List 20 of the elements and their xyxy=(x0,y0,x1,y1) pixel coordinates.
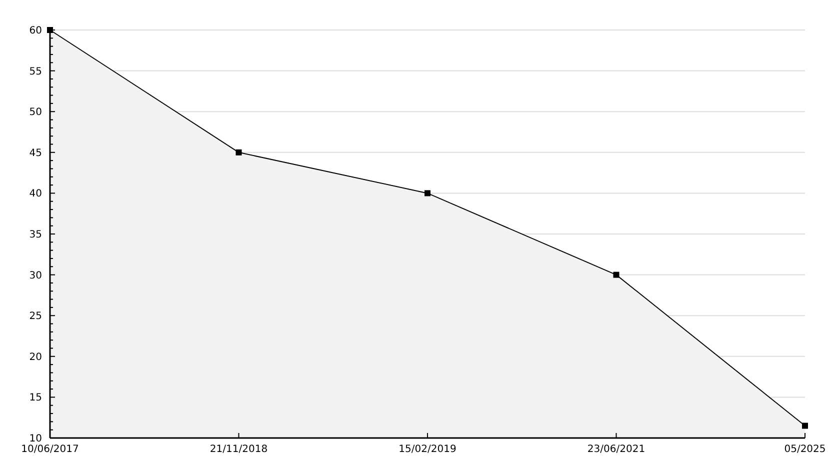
point xyxy=(424,190,430,196)
y-tick-label: 40 xyxy=(29,188,42,200)
y-tick-label: 10 xyxy=(29,434,42,444)
x-tick-label: 10/06/2017 xyxy=(21,444,79,455)
y-tick-label: 60 xyxy=(29,26,42,36)
y-tick-label: 30 xyxy=(29,270,42,282)
y-tick-label: 15 xyxy=(29,392,42,404)
y-tick-label: 55 xyxy=(29,66,42,78)
y-tick-label: 50 xyxy=(29,107,42,118)
x-tick-label: 23/06/2021 xyxy=(587,444,646,455)
point xyxy=(613,272,620,278)
point xyxy=(236,149,242,156)
y-tick-label: 20 xyxy=(29,352,42,363)
x-tick-label: 05/2025 xyxy=(784,444,826,455)
y-tick-label: 45 xyxy=(29,148,42,159)
point xyxy=(802,422,808,429)
x-tick-label: 15/02/2019 xyxy=(398,444,456,455)
y-tick-label: 25 xyxy=(29,311,42,322)
x-tick-label: 21/11/2018 xyxy=(210,444,268,455)
y-tick-label: 35 xyxy=(29,230,42,240)
